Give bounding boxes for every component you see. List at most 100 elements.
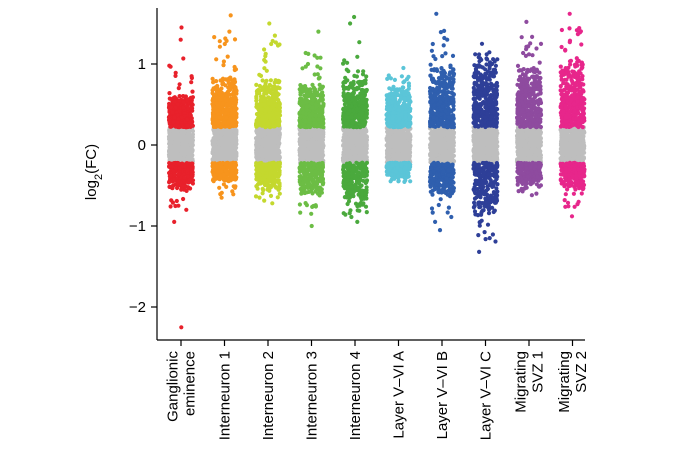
nonsignificant-point xyxy=(223,132,228,137)
nonsignificant-point xyxy=(176,142,181,147)
upregulated-point xyxy=(276,123,281,128)
downregulated-point xyxy=(167,179,172,184)
lower-tail-point xyxy=(231,184,236,189)
lower-tail-point xyxy=(181,196,186,202)
upregulated-point xyxy=(171,96,177,101)
upper-tail-point xyxy=(176,86,181,91)
upregulated-point xyxy=(169,105,174,110)
nonsignificant-point xyxy=(228,149,233,154)
upper-tail-point xyxy=(233,67,239,72)
nonsignificant-point xyxy=(269,136,275,141)
lower-tail-point xyxy=(179,187,184,192)
downregulated-point xyxy=(186,185,191,190)
upregulated-point xyxy=(304,92,309,97)
upregulated-point xyxy=(320,104,325,109)
upper-tail-point xyxy=(262,47,267,52)
upregulated-point xyxy=(277,79,282,84)
nonsignificant-point xyxy=(313,143,318,148)
nonsignificant-point xyxy=(187,154,192,159)
category-strip-4 xyxy=(297,29,326,229)
upregulated-point xyxy=(211,80,216,85)
nonsignificant-point xyxy=(304,140,309,145)
upregulated-point xyxy=(298,83,303,88)
upregulated-point xyxy=(185,117,190,122)
nonsignificant-point xyxy=(308,134,313,139)
upregulated-point xyxy=(173,105,178,110)
upregulated-point xyxy=(313,113,318,118)
upregulated-point xyxy=(226,80,231,85)
downregulated-point xyxy=(268,177,273,182)
upregulated-point xyxy=(259,122,265,127)
upregulated-point xyxy=(219,86,224,91)
downregulated-point xyxy=(182,175,187,180)
upper-tail-point xyxy=(312,72,317,77)
category-strip-5 xyxy=(340,14,370,224)
upregulated-point xyxy=(320,97,325,102)
downregulated-point xyxy=(167,161,172,166)
upper-tail-point xyxy=(222,41,227,47)
upper-tail-point xyxy=(303,64,308,69)
downregulated-point xyxy=(168,173,173,178)
nonsignificant-point xyxy=(264,146,269,151)
lower-tail-point xyxy=(297,202,302,207)
outlier-point xyxy=(179,25,184,30)
upregulated-point xyxy=(168,124,173,129)
upregulated-point xyxy=(254,98,259,103)
upregulated-point xyxy=(320,123,325,128)
upregulated-point xyxy=(177,109,182,114)
nonsignificant-point xyxy=(185,147,190,152)
downregulated-point xyxy=(312,162,317,167)
downregulated-point xyxy=(313,169,318,174)
nonsignificant-point xyxy=(172,136,177,142)
nonsignificant-point xyxy=(177,128,182,133)
upregulated-point xyxy=(255,112,260,117)
nonsignificant-point xyxy=(168,132,173,137)
lower-tail-point xyxy=(182,187,187,192)
upper-tail-point xyxy=(223,36,228,41)
upregulated-point xyxy=(229,83,234,88)
downregulated-point xyxy=(254,163,259,168)
downregulated-point xyxy=(190,178,196,183)
nonsignificant-point xyxy=(215,148,220,153)
upregulated-point xyxy=(311,117,316,122)
downregulated-point xyxy=(315,181,320,187)
upregulated-point xyxy=(218,78,223,83)
upregulated-point xyxy=(303,111,308,117)
nonsignificant-point xyxy=(225,137,230,143)
upregulated-point xyxy=(233,111,238,116)
lower-tail-point xyxy=(298,210,303,215)
lower-tail-point xyxy=(219,190,224,195)
upregulated-point xyxy=(224,98,229,103)
upper-tail-point xyxy=(273,40,278,45)
downregulated-point xyxy=(218,174,223,179)
lower-tail-point xyxy=(277,191,282,196)
nonsignificant-point xyxy=(361,137,366,143)
nonsignificant-point xyxy=(274,157,279,162)
upregulated-point xyxy=(175,113,180,118)
nonsignificant-point xyxy=(229,153,234,158)
upregulated-point xyxy=(274,111,279,116)
upregulated-point xyxy=(210,76,215,81)
outlier-point xyxy=(227,29,232,34)
nonsignificant-point xyxy=(312,146,318,152)
downregulated-point xyxy=(175,185,180,191)
nonsignificant-point xyxy=(168,144,173,149)
upregulated-point xyxy=(264,90,269,95)
outlier-point xyxy=(219,195,224,200)
upregulated-point xyxy=(211,97,216,102)
nonsignificant-point xyxy=(320,149,325,154)
upregulated-point xyxy=(298,96,303,101)
upper-tail-point xyxy=(189,74,194,79)
upregulated-point xyxy=(171,120,176,125)
upregulated-point xyxy=(222,120,227,125)
downregulated-point xyxy=(302,165,307,170)
upregulated-point xyxy=(305,108,310,113)
outlier-point xyxy=(309,211,314,216)
downregulated-point xyxy=(320,164,325,170)
upregulated-point xyxy=(190,102,195,107)
data-points-layer xyxy=(166,11,587,330)
nonsignificant-point xyxy=(257,135,262,140)
upper-tail-point xyxy=(232,37,238,42)
downregulated-point xyxy=(314,186,319,191)
downregulated-point xyxy=(320,160,325,166)
